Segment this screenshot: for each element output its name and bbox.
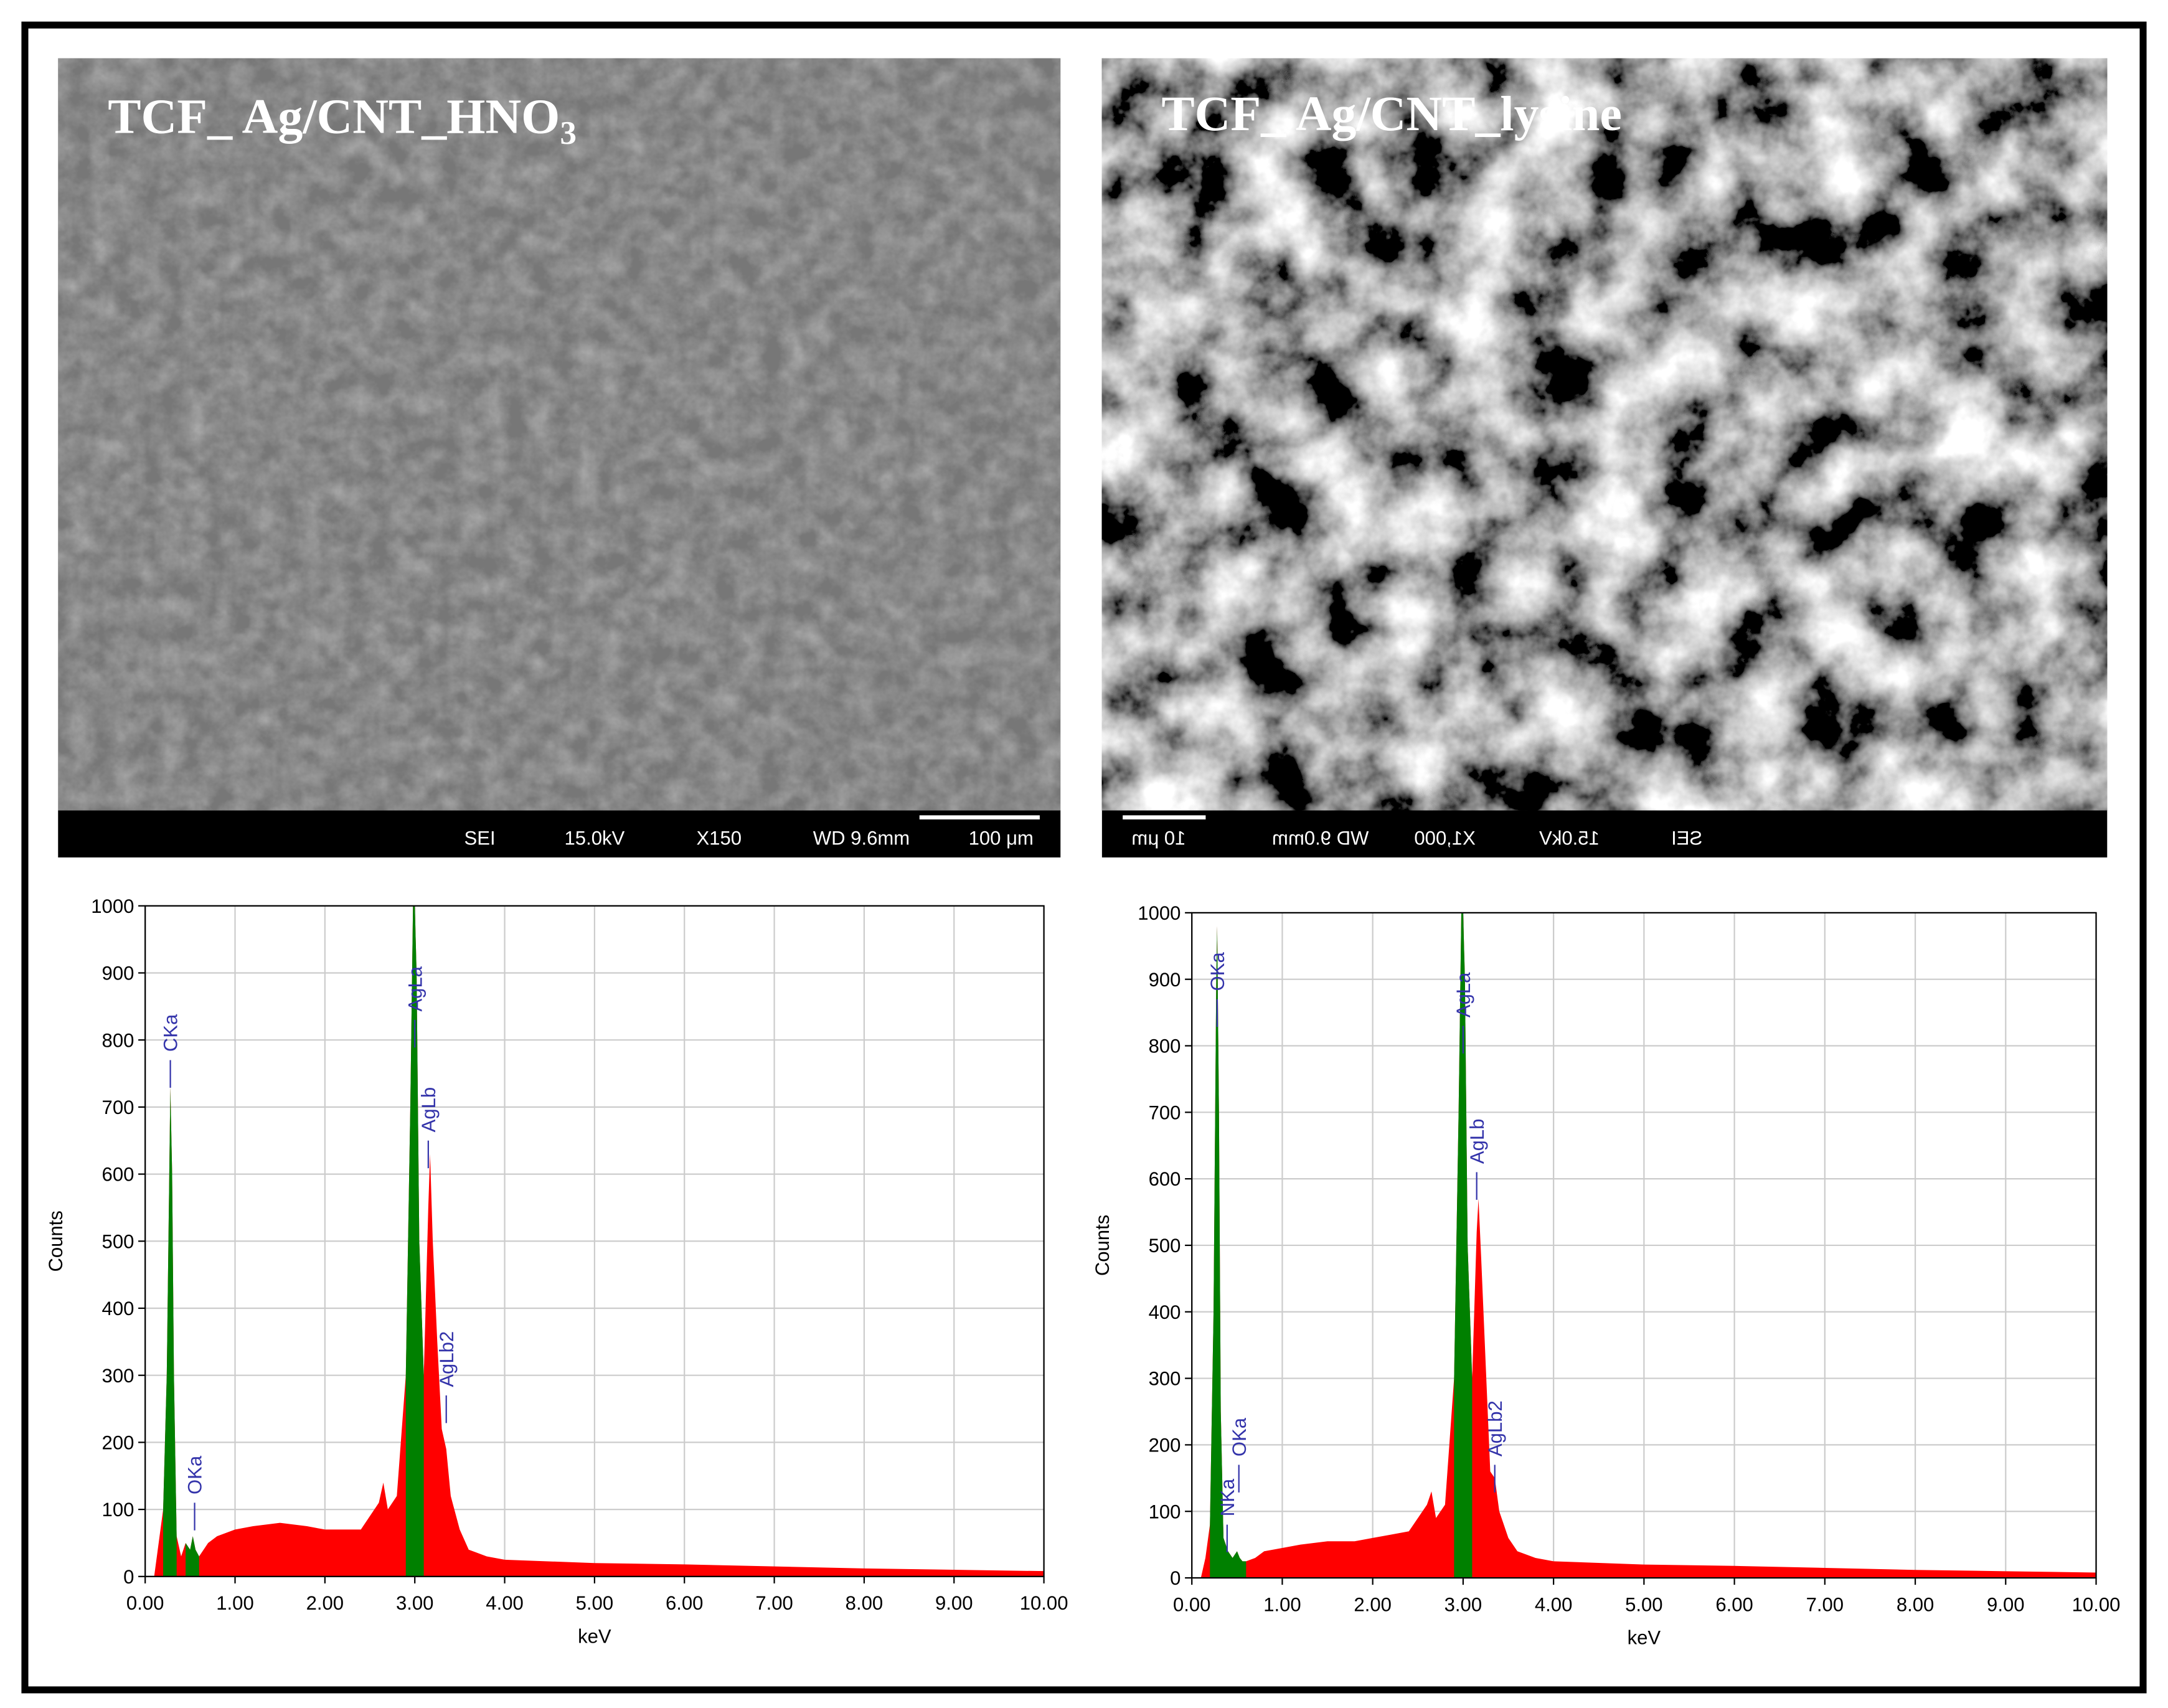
info-text: X150 [696,827,742,849]
y-tick-label: 600 [1149,1168,1181,1190]
y-tick-label: 700 [102,1097,134,1118]
y-tick-label: 400 [102,1298,134,1319]
y-tick-label: 800 [102,1029,134,1051]
x-tick-label: 8.00 [1897,1593,1935,1615]
y-axis-label: Counts [1091,1215,1113,1276]
panel-label-subscript: 3 [560,115,577,151]
x-tick-label: 1.00 [216,1592,254,1614]
x-tick-label: 4.00 [1535,1593,1573,1615]
x-tick-label: 1.00 [1263,1593,1301,1615]
peak-label: NKa [1217,1478,1238,1516]
x-tick-label: 6.00 [1715,1593,1753,1615]
x-tick-label: 4.00 [486,1592,524,1614]
y-tick-label: 600 [102,1164,134,1186]
x-tick-label: 10.00 [1020,1592,1068,1614]
scale-label: 100 μm [969,827,1034,849]
info-text: WD 9.6mm [813,827,910,849]
x-tick-label: 5.00 [1625,1593,1663,1615]
y-tick-label: 100 [1149,1501,1181,1522]
x-tick-label: 9.00 [935,1592,973,1614]
sem-texture [1101,58,2108,811]
y-tick-label: 700 [1149,1102,1181,1123]
x-tick-label: 9.00 [1987,1593,2025,1615]
y-tick-label: 100 [102,1499,134,1521]
peak-label: AgLa [1453,972,1474,1017]
info-text: X1,000 [1414,827,1476,849]
x-tick-label: 5.00 [576,1592,614,1614]
y-axis-label: Counts [45,1210,67,1272]
sem-right [1101,58,2108,858]
info-text: 15.0kV [1539,827,1600,849]
x-tick-label: 3.00 [396,1592,433,1614]
x-tick-label: 3.00 [1445,1593,1482,1615]
x-tick-label: 2.00 [1354,1593,1392,1615]
scale-label: 10 μm [1131,827,1185,849]
peak-label: AgLb [1466,1119,1488,1164]
info-text: SEI [464,827,496,849]
y-tick-label: 500 [102,1230,134,1252]
y-tick-label: 1000 [1138,902,1181,924]
y-tick-label: 0 [123,1566,134,1588]
info-bar [58,810,1061,858]
plot-frame [144,905,1045,1577]
plot-frame [1191,912,2097,1579]
x-tick-label: 8.00 [846,1592,884,1614]
peak-label: OKa [1207,952,1228,991]
x-axis-label: keV [1628,1627,1661,1649]
y-tick-label: 400 [1149,1301,1181,1323]
y-tick-label: 200 [1149,1434,1181,1456]
sem-texture [58,58,1061,811]
peak-label: OKa [1228,1417,1250,1456]
x-axis-label: keV [578,1625,611,1647]
y-tick-label: 300 [1149,1368,1181,1390]
peak-label: CKa [160,1014,182,1052]
peak-label: AgLb [418,1087,440,1133]
x-tick-label: 7.00 [755,1592,793,1614]
x-tick-label: 0.00 [126,1592,164,1614]
panel-label: TCF_ Ag/CNT_HNO3 [108,89,577,151]
y-tick-label: 1000 [91,895,134,917]
peak-label: OKa [184,1455,206,1494]
panel-label: TCF_ Ag/CNT_lysine [1161,87,1621,141]
y-tick-label: 900 [102,963,134,984]
y-tick-label: 500 [1149,1235,1181,1257]
info-text: WD 9.0mm [1272,827,1369,849]
x-tick-label: 7.00 [1806,1593,1844,1615]
sem-left [58,58,1061,858]
panel-label-text: TCF_ Ag/CNT_HNO [108,89,560,144]
peak-label: AgLa [404,966,426,1011]
y-tick-label: 300 [102,1365,134,1387]
y-tick-label: 200 [102,1432,134,1453]
info-text: 15.0kV [565,827,625,849]
peak-label: AgLb2 [1484,1400,1506,1456]
y-tick-label: 900 [1149,969,1181,991]
y-tick-label: 800 [1149,1036,1181,1057]
x-tick-label: 6.00 [666,1592,704,1614]
peak-label: AgLb2 [436,1331,458,1387]
panel-label-text: TCF_ Ag/CNT_lysine [1161,87,1621,141]
x-tick-label: 10.00 [2072,1593,2121,1615]
info-text: SEI [1671,827,1702,849]
y-tick-label: 0 [1170,1567,1181,1589]
x-tick-label: 0.00 [1173,1593,1211,1615]
x-tick-label: 2.00 [306,1592,344,1614]
info-bar [1101,810,2108,858]
